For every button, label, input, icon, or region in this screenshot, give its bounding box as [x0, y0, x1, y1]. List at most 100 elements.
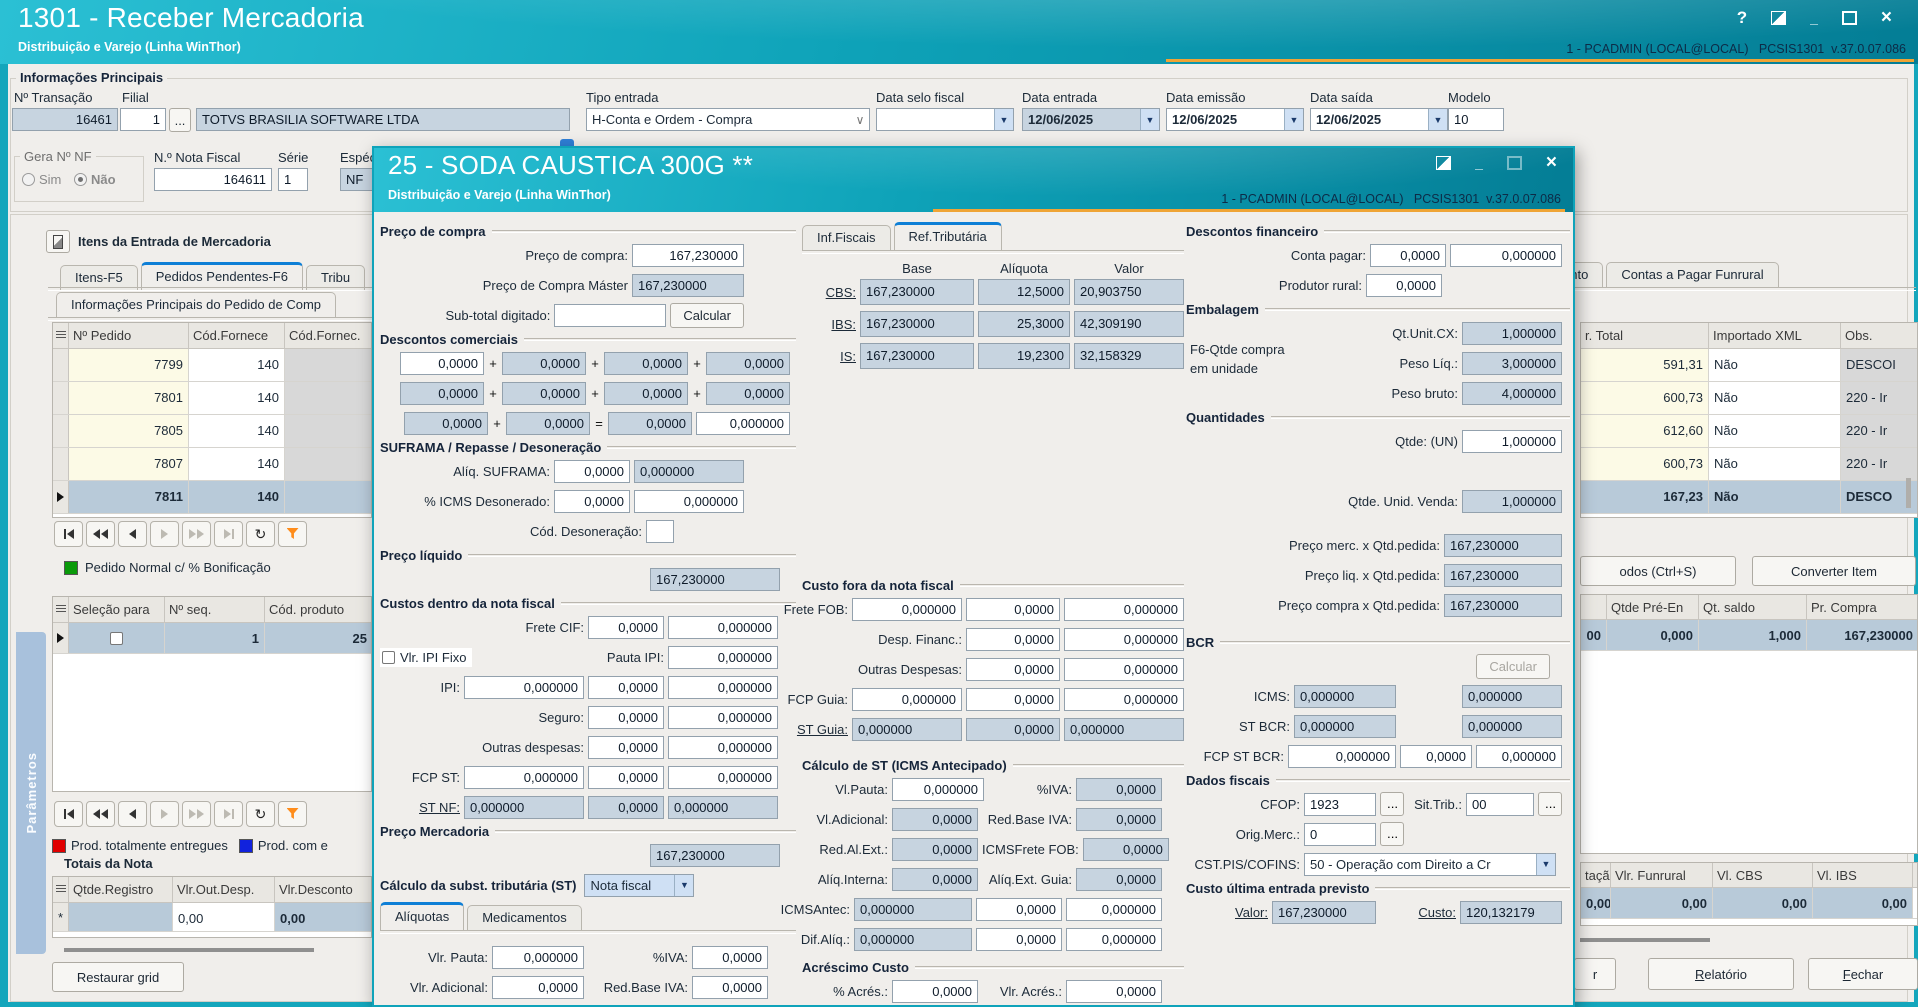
- data-selo-picker[interactable]: ▼: [876, 108, 1014, 131]
- help-icon[interactable]: ?: [1736, 8, 1748, 27]
- table-row-selected[interactable]: 00 0,000 1,000 167,230000: [1581, 620, 1917, 651]
- column-header[interactable]: Cód. produto: [265, 597, 371, 622]
- checkbox-field[interactable]: Vlr. IPI Fixo: [380, 647, 473, 667]
- table-row[interactable]: 7807 140: [53, 448, 371, 481]
- input-field[interactable]: 0,0000: [692, 945, 768, 969]
- input-field[interactable]: 0,000000: [634, 489, 744, 513]
- column-header[interactable]: Pr. Compra: [1807, 595, 1917, 619]
- tab-medicamentos[interactable]: Medicamentos: [467, 905, 582, 930]
- next-page-button[interactable]: [182, 521, 211, 547]
- column-header[interactable]: Qtde.Registro: [69, 877, 173, 902]
- calendar-dropdown-icon[interactable]: ▼: [994, 109, 1013, 130]
- table-row[interactable]: 612,60 Não 220 - Ir: [1581, 415, 1917, 448]
- close-icon[interactable]: ×: [1545, 152, 1557, 173]
- radio-icon[interactable]: [74, 173, 87, 186]
- input-field[interactable]: 0,000000: [464, 675, 584, 699]
- column-header[interactable]: Obs.: [1841, 323, 1917, 348]
- detach-panel-button[interactable]: [46, 230, 70, 253]
- input-field[interactable]: 0,0000: [588, 705, 664, 729]
- input-field[interactable]: 0,000000: [1476, 744, 1562, 768]
- input-field[interactable]: [646, 519, 674, 543]
- input-field[interactable]: 0,0000: [966, 597, 1060, 621]
- input-field[interactable]: 0,000000: [1064, 627, 1184, 651]
- tipo-entrada-select[interactable]: H-Conta e Ordem - Compra ∨: [586, 108, 870, 131]
- input-field[interactable]: 0,0000: [966, 627, 1060, 651]
- tab-pedidos-pendentes-f6[interactable]: Pedidos Pendentes-F6: [140, 262, 303, 290]
- tab-aliquotas[interactable]: Alíquotas: [380, 902, 465, 930]
- data-emissao-picker[interactable]: 12/06/2025 ▼: [1166, 108, 1304, 131]
- chevron-down-icon[interactable]: ▼: [674, 874, 694, 896]
- input-field[interactable]: 0,000000: [1288, 744, 1396, 768]
- subtab-informacoes-pedido[interactable]: Informações Principais do Pedido de Comp: [56, 292, 337, 317]
- close-icon[interactable]: ×: [1880, 7, 1892, 28]
- input-field[interactable]: 0,0000: [1370, 243, 1446, 267]
- vertical-scrollbar[interactable]: [1906, 478, 1911, 508]
- data-saida-picker[interactable]: 12/06/2025 ▼: [1310, 108, 1448, 131]
- input-field[interactable]: 00: [1466, 792, 1534, 816]
- table-row[interactable]: 7799 140: [53, 349, 371, 382]
- horizontal-scrollbar[interactable]: [1580, 938, 1710, 942]
- column-header[interactable]: Seleção para: [69, 597, 165, 622]
- input-field[interactable]: 0,0000: [966, 657, 1060, 681]
- checkbox-icon[interactable]: [560, 139, 574, 150]
- grid-menu-icon[interactable]: [53, 877, 69, 902]
- column-header[interactable]: Nº Pedido: [69, 323, 189, 348]
- next-record-button[interactable]: [150, 801, 179, 827]
- modelo-field[interactable]: 10: [1448, 108, 1504, 131]
- checkbox-icon[interactable]: [110, 631, 123, 645]
- parametros-side-tab[interactable]: Parâmetros: [16, 632, 46, 954]
- ellipsis-button[interactable]: ...: [1538, 792, 1562, 816]
- input-field[interactable]: 0,000000: [696, 411, 790, 435]
- table-row[interactable]: 600,73 Não 220 - Ir: [1581, 382, 1917, 415]
- serie-field[interactable]: 1: [278, 168, 308, 191]
- button-fragment[interactable]: r: [1574, 958, 1616, 990]
- gera-nf-nao-radio[interactable]: Não: [74, 172, 116, 187]
- input-field[interactable]: 0,000000: [1064, 687, 1184, 711]
- calendar-dropdown-icon[interactable]: ▼: [1140, 109, 1159, 130]
- dropdown[interactable]: 50 - Operação com Direito a Cr ▼: [1304, 852, 1556, 876]
- column-header[interactable]: Cód.Fornec.: [285, 323, 371, 348]
- minimize-icon[interactable]: _: [1810, 10, 1818, 26]
- input-field[interactable]: [554, 303, 667, 327]
- input-field[interactable]: 0,0000: [492, 975, 584, 999]
- input-field[interactable]: 0,000000: [668, 675, 778, 699]
- tab-itens-f5[interactable]: Itens-F5: [60, 265, 138, 290]
- maximize-icon[interactable]: [1841, 11, 1857, 25]
- input-field[interactable]: 0,000000: [1064, 597, 1184, 621]
- tab-contas-pagar-funrural[interactable]: Contas a Pagar Funrural: [1606, 262, 1779, 287]
- input-field[interactable]: 0,0000: [588, 765, 664, 789]
- column-header[interactable]: Vlr. Funrural: [1611, 863, 1713, 887]
- grid-menu-icon[interactable]: [53, 597, 69, 622]
- column-header[interactable]: Vlr.Out.Desp.: [173, 877, 275, 902]
- data-entrada-picker[interactable]: 12/06/2025 ▼: [1022, 108, 1160, 131]
- last-record-button[interactable]: [214, 521, 243, 547]
- input-field[interactable]: 0,0000: [1066, 979, 1162, 1003]
- selecionar-todos-button[interactable]: odos (Ctrl+S): [1580, 556, 1736, 586]
- filter-button[interactable]: [278, 801, 307, 827]
- input-field[interactable]: 0,000000: [492, 945, 584, 969]
- input-field[interactable]: 1,000000: [1462, 429, 1562, 453]
- table-row-selected[interactable]: 0,00 0,00 0,00 0,00: [1581, 888, 1917, 919]
- last-record-button[interactable]: [214, 801, 243, 827]
- first-record-button[interactable]: [54, 521, 83, 547]
- table-row-selected[interactable]: 167,23 Não DESCO: [1581, 481, 1917, 514]
- input-field[interactable]: 0,0000: [966, 687, 1060, 711]
- restaurar-grid-button[interactable]: Restaurar grid: [52, 962, 184, 992]
- input-field[interactable]: 0,0000: [588, 735, 664, 759]
- input-field[interactable]: 0,0000: [692, 975, 768, 999]
- input-field[interactable]: 0,000000: [1066, 897, 1162, 921]
- table-row[interactable]: * 0,00 0,00: [53, 903, 371, 932]
- table-row[interactable]: 7805 140: [53, 415, 371, 448]
- column-header[interactable]: Nº seq.: [165, 597, 265, 622]
- input-field[interactable]: 0,000000: [668, 765, 778, 789]
- input-field[interactable]: 0,000000: [852, 597, 962, 621]
- input-field[interactable]: 0,0000: [1400, 744, 1472, 768]
- column-header[interactable]: Qt. saldo: [1699, 595, 1807, 619]
- input-field[interactable]: 0: [1304, 822, 1376, 846]
- refresh-button[interactable]: ↻: [246, 521, 275, 547]
- table-row[interactable]: 600,73 Não 220 - Ir: [1581, 448, 1917, 481]
- input-field[interactable]: 0,0000: [892, 979, 978, 1003]
- column-header[interactable]: Importado XML: [1709, 323, 1841, 348]
- input-field[interactable]: 0,000000: [668, 735, 778, 759]
